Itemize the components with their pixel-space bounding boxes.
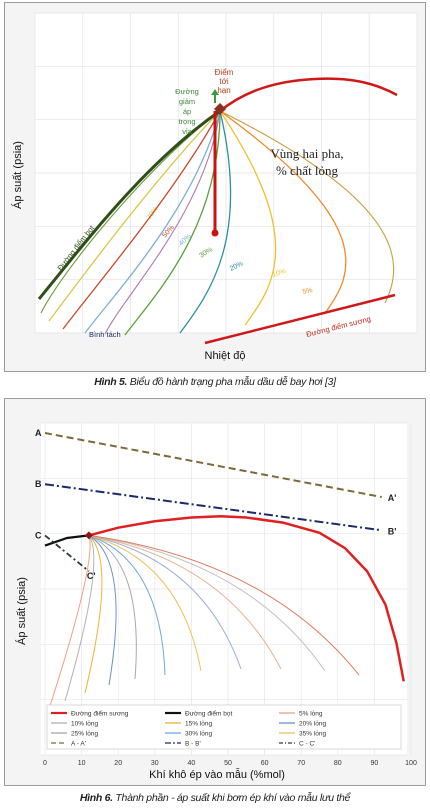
drop-label-5: vỉa: [182, 127, 192, 136]
liquid-percent-curve: [84, 535, 103, 694]
liquid-percent-curve: [88, 534, 166, 676]
quality-line: [124, 110, 221, 336]
liquid-percent-curve: [88, 534, 117, 686]
legend-box: [46, 704, 402, 750]
x-tick-label: 10: [78, 760, 86, 767]
series-line: [44, 534, 90, 547]
x-tick-label: 20: [114, 760, 122, 767]
point-label: A': [388, 493, 397, 503]
liquid-percent-curve: [88, 534, 326, 672]
x-tick-label: 100: [405, 760, 417, 767]
quality-line: [219, 110, 347, 314]
caption-text: Thành phần - áp suất khi bơm ép khí vào …: [112, 792, 351, 804]
liquid-percent-curve: [88, 534, 137, 680]
separator-label: Bình tách: [89, 330, 121, 339]
x-tick-labels: 0 10 20 30 40 50 60 70 80 90 100: [43, 760, 417, 767]
x-tick-label: 70: [297, 760, 305, 767]
series: [44, 432, 405, 682]
y-axis-label: Áp suất (psia): [15, 577, 28, 645]
critical-point-marker: [84, 531, 93, 540]
dew-point-curve-upper: [219, 77, 398, 112]
critical-point-marker: [214, 103, 226, 115]
liquid-percent-curve: [64, 535, 95, 702]
grid: [34, 12, 418, 334]
critical-point-label-1: Điểm: [215, 68, 234, 77]
legend-label: Đường điểm sương: [71, 710, 129, 718]
x-tick-label: 80: [334, 760, 342, 767]
x-tick-label: 90: [371, 760, 379, 767]
legend-label: Đường điểm bọt: [185, 710, 232, 718]
legend-label: 15% lỏng: [185, 720, 212, 728]
phase-envelope-chart: 70%50%40%30%20%10%5% Điểm tới hạn Đường …: [11, 12, 418, 362]
caption-label: Hình 5.: [94, 376, 128, 388]
point-labels: A A' B B' C C': [35, 428, 396, 581]
quality-line-label: 5%: [302, 287, 313, 296]
legend-label: 10% lỏng: [71, 720, 98, 728]
quality-line: [48, 110, 221, 322]
legend-label: 30% lỏng: [185, 730, 212, 738]
x-axis-label: Khí khô ép vào mẫu (%mol): [149, 768, 285, 781]
two-phase-label-2: % chất lỏng: [276, 163, 339, 178]
figure-5-caption: Hình 5. Biểu đồ hành trạng pha mẫu dầu d…: [0, 376, 430, 388]
legend-label: 35% lỏng: [299, 730, 326, 738]
caption-label: Hình 6.: [79, 792, 113, 804]
legend-label: 20% lỏng: [299, 720, 326, 728]
quality-line: [84, 110, 221, 334]
legend: Đường điểm sương Đường điểm bọt 5% lỏng 10%…: [46, 704, 402, 750]
critical-point-label-2: tới: [219, 77, 228, 86]
figure-6-panel: A A' B B' C C' Đường điểm sương Đường điểm bọt…: [4, 398, 426, 786]
quality-line-extra: [219, 110, 395, 304]
point-label: B': [388, 526, 397, 536]
composition-pressure-chart: A A' B B' C C' Đường điểm sương Đường điểm bọt…: [15, 422, 417, 781]
quality-line: [219, 110, 277, 326]
liquid-percent-curve: [88, 534, 242, 670]
series-line: [44, 534, 90, 572]
quality-line: [62, 110, 221, 330]
x-tick-label: 50: [224, 760, 232, 767]
quality-line-extra: [104, 110, 221, 335]
isothermal-end-point: [211, 229, 219, 237]
drop-label-1: Đường: [175, 87, 199, 96]
point-label: C': [87, 571, 96, 581]
x-tick-label: 40: [188, 760, 196, 767]
figure-5-panel: 70% 50% 40% 30% 20% 10% 5% Điểm tới hạn Đường …: [4, 2, 426, 372]
legend-label: A - A': [71, 741, 86, 748]
quality-line: [179, 110, 232, 334]
drop-label-2: giảm: [179, 97, 195, 106]
arrow-head-icon: [211, 89, 219, 95]
liquid-percent-curve: [88, 534, 202, 672]
series-line: [88, 514, 405, 682]
liquid-percent-curve: [88, 534, 282, 670]
liquid-percent-curve: [48, 535, 91, 710]
two-phase-label-1: Vùng hai pha,: [270, 146, 343, 161]
point-label: A: [35, 428, 42, 438]
x-tick-label: 30: [151, 760, 159, 767]
legend-label: 5% lỏng: [299, 710, 323, 718]
legend-label: C - C': [299, 741, 315, 748]
bubble-point-curve: [37, 109, 221, 300]
series-line: [44, 432, 382, 498]
legend-label: B - B': [185, 741, 201, 748]
x-tick-label: 0: [43, 760, 47, 767]
drop-label-3: áp: [183, 107, 191, 116]
critical-point-label-3: hạn: [217, 86, 230, 95]
point-label: C: [35, 530, 42, 540]
liquid-percent-curve: [88, 534, 360, 676]
figure-6-caption: Hình 6. Thành phần - áp suất khi bơm ép …: [0, 792, 430, 804]
liquid-percent-curves: [48, 534, 360, 710]
quality-line-label: 10%: [271, 268, 286, 279]
drop-label-4: trọng: [178, 117, 195, 126]
legend-label: 25% lỏng: [71, 730, 98, 738]
y-axis-label: Áp suất (psia): [11, 141, 24, 209]
x-axis-label: Nhiệt độ: [205, 350, 246, 362]
grid: [41, 422, 412, 756]
dew-point-curve-lower: [204, 293, 396, 345]
x-tick-label: 60: [261, 760, 269, 767]
caption-text: Biểu đồ hành trạng pha mẫu dầu dễ bay hơ…: [127, 376, 336, 388]
point-label: B: [35, 479, 42, 489]
series-line: [44, 483, 382, 532]
